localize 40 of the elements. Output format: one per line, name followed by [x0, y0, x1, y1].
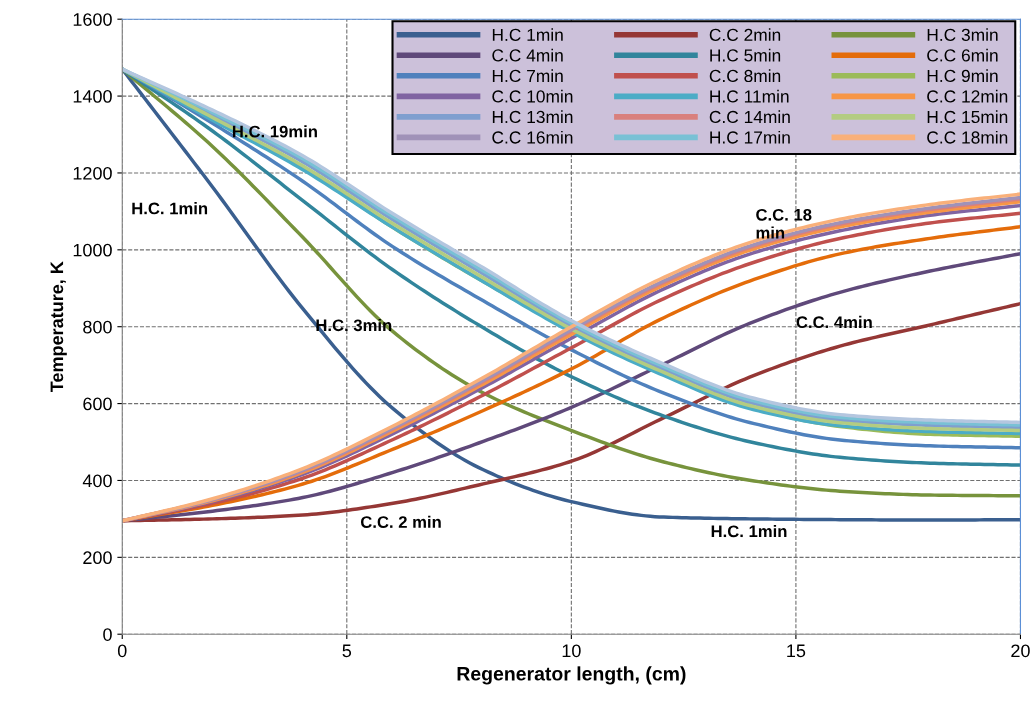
- y-tick-label: 1600: [73, 13, 112, 26]
- y-tick-label: 1000: [73, 243, 112, 257]
- legend-label: C.C 16min: [492, 130, 573, 144]
- legend-label: H.C 5min: [710, 48, 781, 62]
- y-tick-label: 1200: [73, 166, 112, 180]
- legend-label: H.C 17min: [710, 130, 790, 144]
- legend-label: H.C 9min: [927, 69, 998, 83]
- y-axis-title: Temperature, K: [50, 261, 67, 393]
- legend-label: C.C 8min: [709, 69, 781, 83]
- y-tick-label: 400: [82, 474, 112, 488]
- x-axis-title: Regenerator length, (cm): [457, 666, 686, 685]
- legend-label: H.C 15min: [927, 110, 1008, 124]
- legend-label: H.C 3min: [927, 28, 998, 42]
- annotation: H.C. 1min: [711, 524, 787, 538]
- x-tick-label: 5: [342, 644, 352, 658]
- annotation: C.C. 2 min: [360, 515, 441, 528]
- y-tick-label: 200: [83, 551, 112, 565]
- legend-label: C.C 14min: [709, 110, 790, 124]
- legend-label: H.C 13min: [492, 110, 573, 124]
- y-tick-label: 1400: [73, 90, 112, 103]
- legend-label: C.C 4min: [492, 48, 563, 62]
- annotation: H.C. 1min: [132, 202, 208, 215]
- legend-label: C.C 10min: [492, 89, 573, 103]
- annotation: H.C. 19min: [232, 125, 317, 138]
- y-tick-label: 600: [83, 397, 112, 411]
- legend-label: C.C 6min: [927, 48, 998, 62]
- legend-label: H.C 7min: [492, 69, 563, 83]
- legend-label: C.C 12min: [927, 89, 1008, 103]
- legend-label: C.C 2min: [709, 28, 781, 42]
- y-tick-label: 0: [103, 628, 112, 641]
- legend-label: C.C 18min: [927, 130, 1008, 144]
- legend-label: H.C 11min: [710, 89, 789, 103]
- x-tick-label: 10: [562, 644, 581, 658]
- x-tick-label: 15: [787, 644, 806, 658]
- y-tick-label: 800: [83, 320, 112, 334]
- annotation: C.C. 4min: [796, 315, 872, 329]
- legend-label: H.C 1min: [492, 28, 563, 42]
- x-tick-label: 0: [117, 644, 127, 658]
- annotation: C.C. 18 min: [756, 208, 812, 239]
- x-tick-label: 20: [1011, 644, 1030, 658]
